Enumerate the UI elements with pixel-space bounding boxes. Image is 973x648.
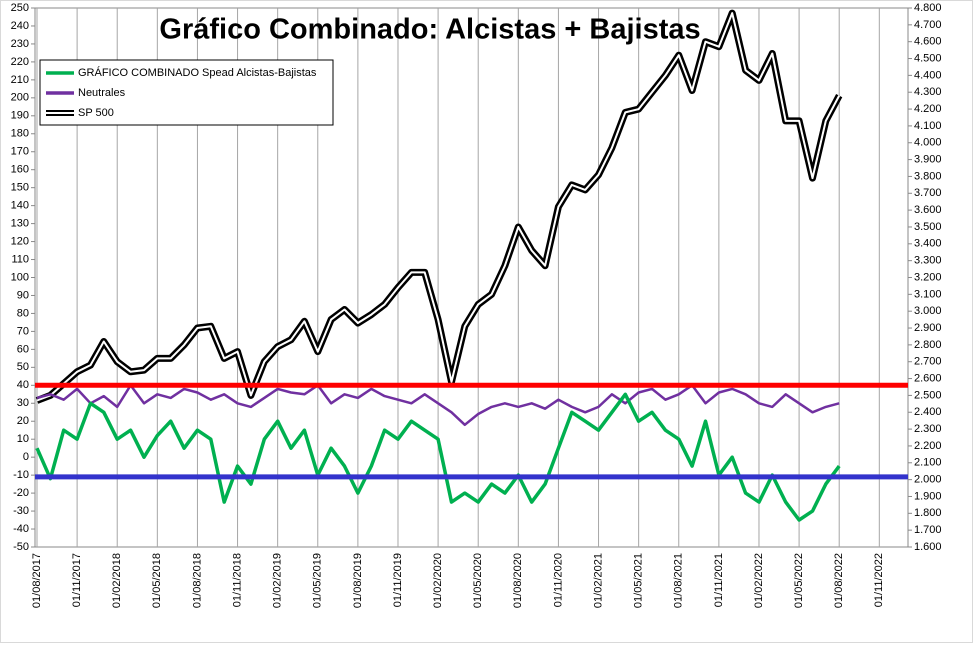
x-tick-label: 01/11/2022 (873, 553, 885, 607)
x-tick-label: 01/02/2022 (753, 553, 765, 608)
y2-tick-label: 2.200 (914, 440, 942, 452)
y2-tick-label: 3.200 (914, 271, 942, 283)
y-tick-label: 60 (17, 343, 29, 355)
y-tick-label: 170 (11, 146, 29, 158)
y-tick-label: 10 (17, 433, 29, 445)
x-tick-label: 01/02/2018 (111, 553, 123, 608)
x-tick-label: 01/11/2017 (71, 553, 83, 607)
y-tick-label: 100 (11, 271, 29, 283)
y2-tick-label: 1.800 (914, 507, 942, 519)
x-tick-label: 01/11/2021 (713, 553, 725, 607)
y-tick-label: 0 (23, 451, 29, 463)
y-tick-label: 210 (11, 74, 29, 86)
y2-tick-label: 4.100 (914, 120, 942, 132)
y-tick-label: 80 (17, 307, 29, 319)
x-tick-label: 01/02/2021 (592, 553, 604, 608)
y-tick-label: -20 (13, 487, 29, 499)
y-tick-label: 20 (17, 415, 29, 427)
x-tick-label: 01/02/2019 (272, 553, 284, 608)
y-tick-label: 160 (11, 164, 29, 176)
y-tick-label: 30 (17, 397, 29, 409)
x-tick-label: 01/05/2019 (312, 553, 324, 608)
y-tick-label: -50 (13, 541, 29, 553)
y2-tick-label: 4.500 (914, 52, 942, 64)
chart-title: Gráfico Combinado: Alcistas + Bajistas (159, 14, 700, 46)
y2-tick-label: 2.600 (914, 372, 942, 384)
y2-tick-label: 2.400 (914, 406, 942, 418)
x-tick-label: 01/08/2022 (833, 553, 845, 608)
y-tick-label: 90 (17, 289, 29, 301)
y-tick-label: 40 (17, 379, 29, 391)
y2-tick-label: 1.900 (914, 490, 942, 502)
legend-label: SP 500 (78, 107, 114, 119)
y2-tick-label: 2.900 (914, 322, 942, 334)
y2-tick-label: 4.000 (914, 137, 942, 149)
x-tick-label: 01/08/2021 (673, 553, 685, 608)
x-tick-label: 01/11/2019 (392, 553, 404, 607)
y-tick-label: 140 (11, 200, 29, 212)
y2-tick-label: 4.600 (914, 36, 942, 48)
y2-tick-label: 3.600 (914, 204, 942, 216)
x-tick-label: 01/11/2018 (231, 553, 243, 607)
y-tick-label: 110 (11, 253, 29, 265)
marks (35, 9, 908, 522)
y-tick-label: 250 (11, 2, 29, 14)
y-tick-label: 200 (11, 92, 29, 104)
legend (39, 59, 334, 126)
y2-tick-label: 1.600 (914, 541, 942, 553)
y2-tick-label: 4.400 (914, 69, 942, 81)
legend-label: GRÁFICO COMBINADO Spead Alcistas-Bajista… (78, 66, 317, 79)
legend-label: Neutrales (78, 87, 126, 99)
y-tick-label: 230 (11, 38, 29, 50)
y-tick-label: -10 (13, 469, 29, 481)
x-tick-label: 01/08/2019 (352, 553, 364, 608)
y-tick-label: 190 (11, 110, 29, 122)
y2-tick-label: 3.300 (914, 255, 942, 267)
y2-tick-label: 2.300 (914, 423, 942, 435)
y2-tick-label: 3.700 (914, 187, 942, 199)
sp500-line-inner (36, 12, 841, 402)
y-tick-label: -30 (13, 505, 29, 517)
x-tick-label: 01/05/2022 (793, 553, 805, 608)
x-tick-label: 01/08/2020 (512, 553, 524, 608)
y2-tick-label: 3.400 (914, 238, 942, 250)
y2-tick-label: 2.500 (914, 389, 942, 401)
y2-tick-label: 1.700 (914, 524, 942, 536)
x-tick-label: 01/08/2018 (191, 553, 203, 608)
y2-tick-label: 3.000 (914, 305, 942, 317)
y2-tick-label: 2.700 (914, 356, 942, 368)
x-tick-label: 01/11/2020 (552, 553, 564, 607)
y-tick-label: 150 (11, 182, 29, 194)
y2-tick-label: 4.200 (914, 103, 942, 115)
y-tick-label: 120 (11, 235, 29, 247)
y2-tick-label: 3.900 (914, 154, 942, 166)
y2-tick-label: 2.000 (914, 474, 942, 486)
x-tick-label: 01/02/2020 (432, 553, 444, 608)
y-tick-label: -40 (13, 523, 29, 535)
y2-tick-label: 3.800 (914, 170, 942, 182)
y-tick-label: 220 (11, 56, 29, 68)
y2-tick-label: 4.300 (914, 86, 942, 98)
legend-items: GRÁFICO COMBINADO Spead Alcistas-Bajista… (46, 66, 317, 119)
y2-tick-label: 4.700 (914, 19, 942, 31)
grid: -50 -40 -30 -20 -10 0 10 20 30 40 50 60 70 80 90 100 110… (11, 2, 942, 608)
y-tick-label: 130 (11, 218, 29, 230)
y-tick-label: 240 (11, 20, 29, 32)
y2-tick-label: 3.100 (914, 288, 942, 300)
y-tick-label: 70 (17, 325, 29, 337)
y2-tick-label: 2.800 (914, 339, 942, 351)
x-tick-label: 01/05/2021 (633, 553, 645, 608)
series-line (35, 392, 841, 522)
y-tick-label: 180 (11, 128, 29, 140)
y2-tick-label: 3.500 (914, 221, 942, 233)
x-tick-label: 01/08/2017 (31, 553, 43, 608)
y-tick-label: 50 (17, 361, 29, 373)
x-tick-label: 01/05/2020 (472, 553, 484, 608)
series-line (36, 384, 840, 427)
x-tick-label: 01/05/2018 (151, 553, 163, 608)
y2-tick-label: 4.800 (914, 2, 942, 14)
y2-tick-label: 2.100 (914, 457, 942, 469)
